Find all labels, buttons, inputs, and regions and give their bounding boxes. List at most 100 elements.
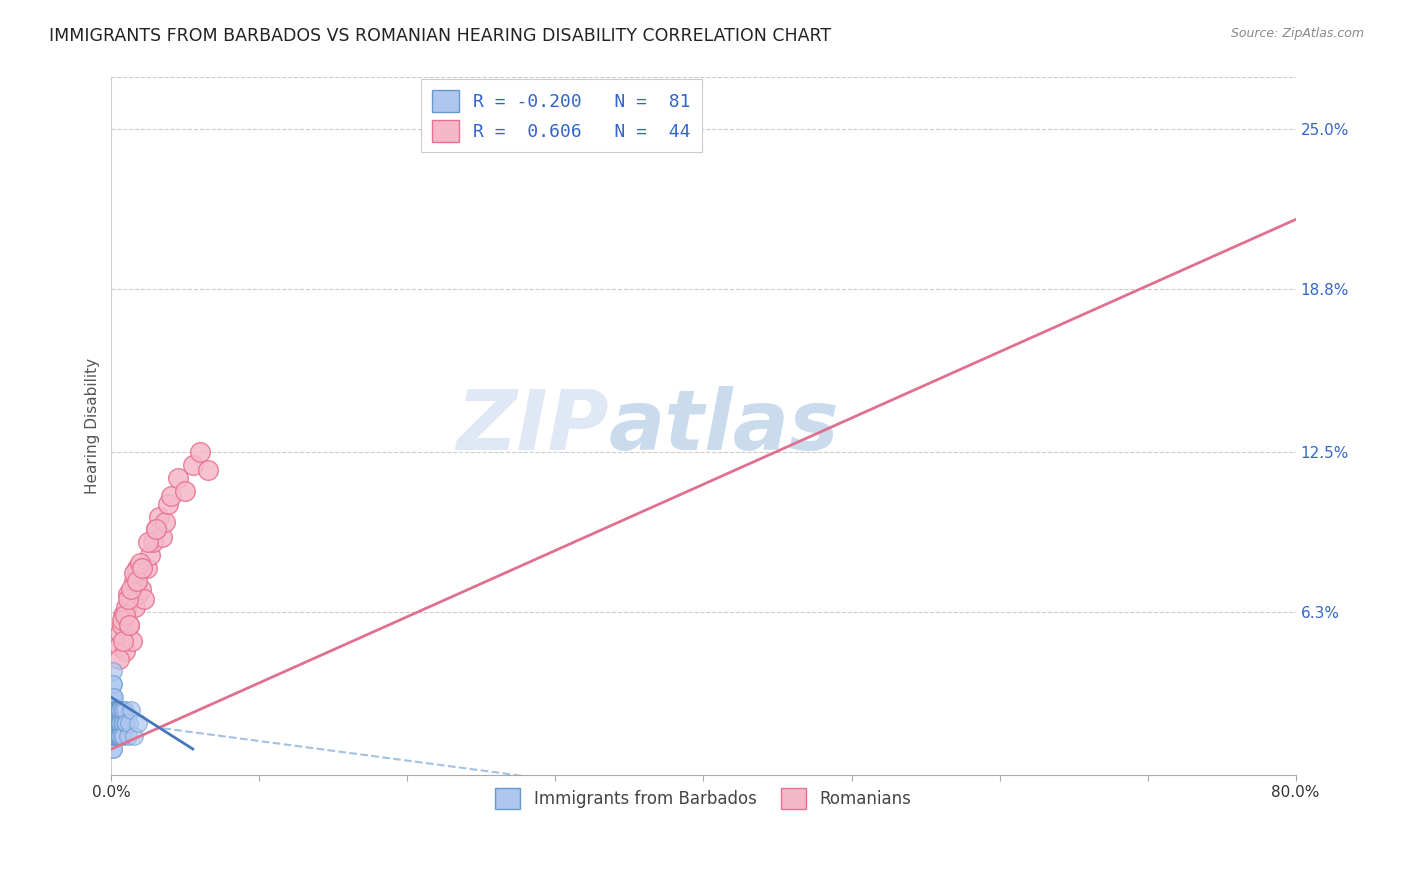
Point (103, 716, 125, 731)
Point (117, 587, 139, 601)
Point (104, 703, 127, 717)
Point (108, 716, 131, 731)
Point (131, 561, 153, 575)
Point (110, 729, 132, 743)
Point (118, 716, 141, 731)
Point (104, 703, 127, 717)
Point (120, 592, 142, 607)
Point (105, 729, 128, 743)
Point (104, 729, 127, 743)
Point (117, 729, 139, 743)
Point (103, 729, 125, 743)
Point (112, 633, 135, 648)
Point (103, 729, 125, 743)
Text: IMMIGRANTS FROM BARBADOS VS ROMANIAN HEARING DISABILITY CORRELATION CHART: IMMIGRANTS FROM BARBADOS VS ROMANIAN HEA… (49, 27, 831, 45)
Point (105, 716, 128, 731)
Point (114, 644, 136, 658)
Point (103, 716, 125, 731)
Point (101, 729, 124, 743)
Point (115, 716, 138, 731)
Point (112, 729, 135, 743)
Point (105, 703, 128, 717)
Point (104, 729, 127, 743)
Point (114, 716, 136, 731)
Point (145, 523, 167, 537)
Point (121, 633, 143, 648)
Point (188, 445, 211, 459)
Point (150, 530, 173, 544)
Point (105, 729, 128, 743)
Point (148, 509, 170, 524)
Point (125, 561, 148, 575)
Point (101, 690, 124, 705)
Point (110, 703, 132, 717)
Point (112, 607, 135, 622)
Point (101, 690, 124, 705)
Point (114, 703, 136, 717)
Point (105, 729, 128, 743)
Point (101, 742, 124, 756)
Point (104, 703, 127, 717)
Point (110, 716, 132, 731)
Point (101, 677, 124, 691)
Point (153, 515, 176, 529)
Y-axis label: Hearing Disability: Hearing Disability (86, 358, 100, 494)
Point (100, 703, 122, 717)
Point (129, 582, 152, 596)
Point (128, 556, 150, 570)
Point (108, 703, 131, 717)
Point (111, 729, 134, 743)
Point (104, 716, 127, 731)
Point (108, 651, 131, 665)
Point (105, 703, 128, 717)
Point (112, 716, 135, 731)
Point (124, 599, 146, 614)
Point (100, 716, 122, 731)
Point (105, 703, 128, 717)
Point (108, 729, 131, 743)
Point (110, 703, 132, 717)
Point (103, 703, 125, 717)
Point (156, 497, 179, 511)
Text: ZIP: ZIP (456, 385, 609, 467)
Point (101, 729, 124, 743)
Point (108, 703, 131, 717)
Point (104, 729, 127, 743)
Point (103, 703, 125, 717)
Point (101, 703, 124, 717)
Point (103, 716, 125, 731)
Point (111, 618, 134, 632)
Point (101, 677, 124, 691)
Point (101, 665, 124, 679)
Point (108, 703, 131, 717)
Point (112, 703, 135, 717)
Point (117, 592, 139, 607)
Point (104, 716, 127, 731)
Point (110, 625, 132, 640)
Point (115, 599, 138, 614)
Point (127, 716, 149, 731)
Point (138, 535, 160, 549)
Point (122, 729, 145, 743)
Point (101, 729, 124, 743)
Point (110, 729, 132, 743)
Text: Source: ZipAtlas.com: Source: ZipAtlas.com (1230, 27, 1364, 40)
Point (122, 566, 145, 581)
Point (105, 716, 128, 731)
Point (104, 716, 127, 731)
Point (101, 703, 124, 717)
Point (125, 574, 148, 588)
Text: atlas: atlas (609, 385, 839, 467)
Point (108, 639, 131, 653)
Point (118, 618, 141, 632)
Point (174, 483, 197, 498)
Point (105, 716, 128, 731)
Point (159, 489, 181, 503)
Point (101, 742, 124, 756)
Point (136, 561, 159, 575)
Point (678, 135, 700, 149)
Point (108, 716, 131, 731)
Point (111, 716, 134, 731)
Point (181, 458, 204, 472)
Point (120, 703, 142, 717)
